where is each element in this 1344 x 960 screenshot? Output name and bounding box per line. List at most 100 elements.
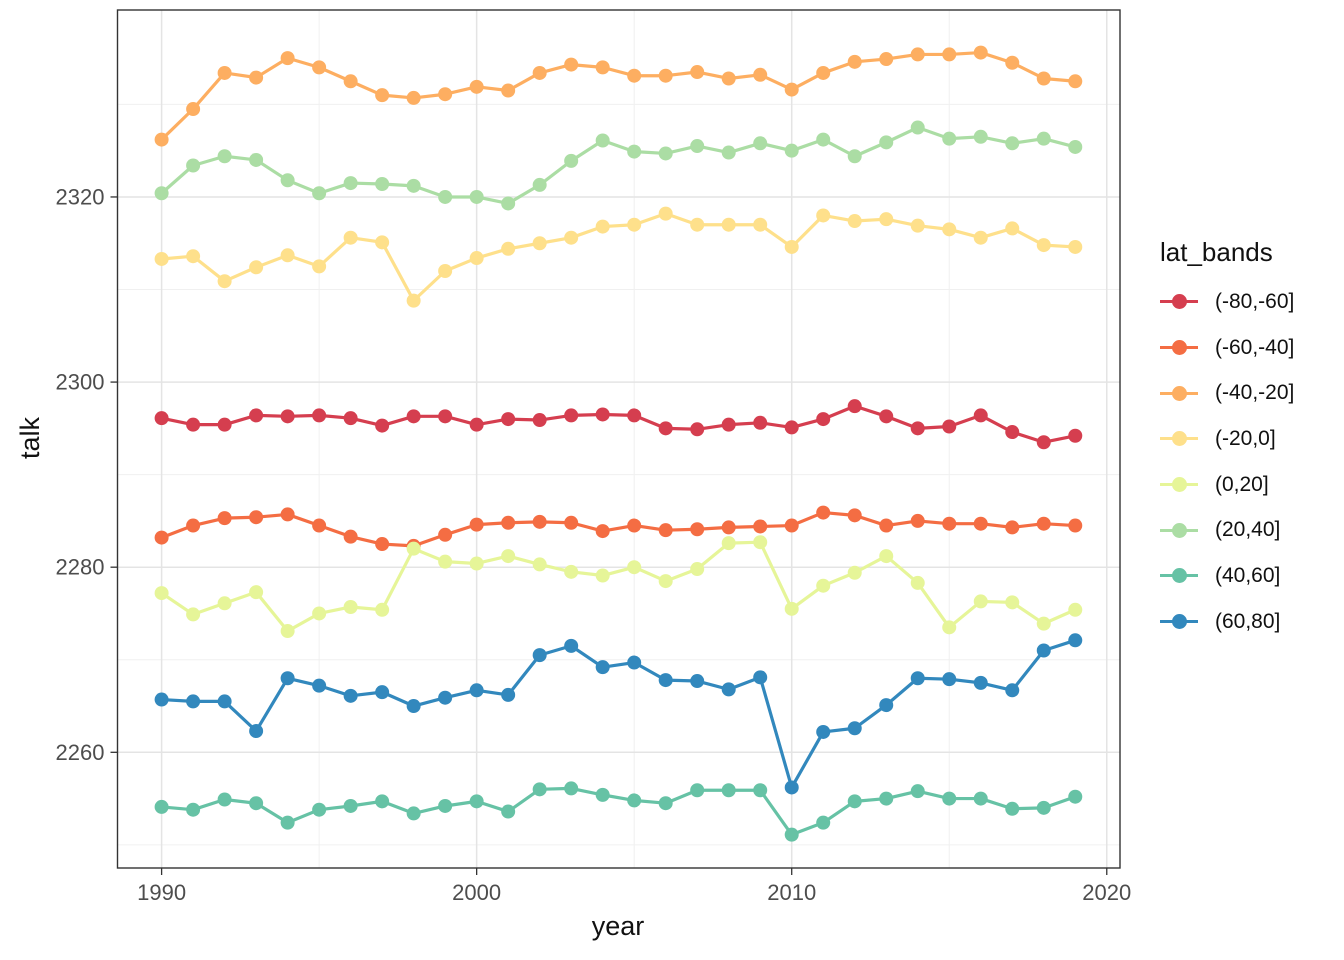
data-point xyxy=(438,87,453,102)
data-point xyxy=(469,251,484,266)
data-point xyxy=(375,685,390,700)
data-point xyxy=(469,683,484,698)
data-point xyxy=(721,217,736,232)
data-point xyxy=(690,217,705,232)
legend-item: (-80,-60] xyxy=(1160,279,1294,325)
data-point xyxy=(847,214,862,229)
data-point xyxy=(1036,71,1051,86)
data-point xyxy=(375,794,390,809)
data-point xyxy=(1068,789,1083,804)
data-point xyxy=(501,83,516,98)
data-point xyxy=(973,408,988,423)
data-point xyxy=(375,418,390,433)
data-point xyxy=(312,186,327,201)
data-point xyxy=(312,606,327,621)
data-point xyxy=(312,60,327,75)
data-point xyxy=(753,136,768,151)
data-point xyxy=(375,177,390,192)
data-point xyxy=(784,827,799,842)
data-point xyxy=(942,791,957,806)
data-point xyxy=(249,260,264,275)
data-point xyxy=(816,505,831,520)
data-point xyxy=(847,565,862,580)
x-tick-label: 2020 xyxy=(1082,880,1131,905)
data-point xyxy=(784,82,799,97)
legend-item-label: (-60,-40] xyxy=(1215,335,1295,359)
data-point xyxy=(406,806,421,821)
data-point xyxy=(343,74,358,89)
data-point xyxy=(721,520,736,535)
series-line xyxy=(160,510,1077,548)
data-point xyxy=(217,694,232,709)
data-point xyxy=(343,688,358,703)
data-point xyxy=(721,145,736,160)
data-point xyxy=(595,568,610,583)
data-point xyxy=(721,71,736,86)
legend-item-label: (-80,-60] xyxy=(1215,289,1295,313)
data-point xyxy=(154,530,169,545)
data-point xyxy=(627,518,642,533)
data-point xyxy=(1005,136,1020,151)
data-point xyxy=(501,549,516,564)
data-point xyxy=(532,782,547,797)
data-point xyxy=(879,52,894,67)
data-point xyxy=(249,510,264,525)
data-point xyxy=(186,102,201,117)
data-point xyxy=(879,409,894,424)
data-point xyxy=(532,236,547,251)
data-point xyxy=(249,585,264,600)
data-point xyxy=(847,794,862,809)
data-point xyxy=(942,516,957,531)
data-point xyxy=(375,537,390,552)
data-point xyxy=(312,802,327,817)
legend-item: (-60,-40] xyxy=(1160,325,1294,371)
data-point xyxy=(595,219,610,234)
data-point xyxy=(942,222,957,237)
legend-key-icon xyxy=(1160,477,1198,493)
data-point xyxy=(438,409,453,424)
data-point xyxy=(280,671,295,686)
data-point xyxy=(501,687,516,702)
data-point xyxy=(753,217,768,232)
data-point xyxy=(847,54,862,69)
data-point xyxy=(217,792,232,807)
data-point xyxy=(816,65,831,80)
data-point xyxy=(564,515,579,530)
data-point xyxy=(690,522,705,537)
data-point xyxy=(564,781,579,796)
data-point xyxy=(595,133,610,148)
data-point xyxy=(1068,428,1083,443)
data-point xyxy=(1068,139,1083,154)
data-point xyxy=(406,409,421,424)
data-point xyxy=(658,673,673,688)
data-point xyxy=(1036,516,1051,531)
data-point xyxy=(627,68,642,83)
legend-item: (-20,0] xyxy=(1160,416,1294,462)
data-point xyxy=(532,557,547,572)
data-point xyxy=(343,599,358,614)
data-point xyxy=(879,698,894,713)
data-point xyxy=(658,68,673,83)
data-point xyxy=(1005,55,1020,70)
data-point xyxy=(249,796,264,811)
data-point xyxy=(154,132,169,147)
data-point xyxy=(217,274,232,289)
data-point xyxy=(1036,238,1051,253)
y-tick-label: 2300 xyxy=(56,370,105,395)
data-point xyxy=(973,45,988,60)
data-point xyxy=(910,421,925,436)
data-point xyxy=(1005,595,1020,610)
data-point xyxy=(1005,801,1020,816)
legend-key-icon xyxy=(1160,614,1198,630)
data-point xyxy=(1005,683,1020,698)
data-point xyxy=(564,564,579,579)
data-point xyxy=(280,409,295,424)
data-point xyxy=(784,239,799,254)
data-point xyxy=(721,417,736,432)
data-point xyxy=(627,408,642,423)
data-point xyxy=(343,798,358,813)
data-point xyxy=(879,791,894,806)
data-point xyxy=(532,413,547,428)
